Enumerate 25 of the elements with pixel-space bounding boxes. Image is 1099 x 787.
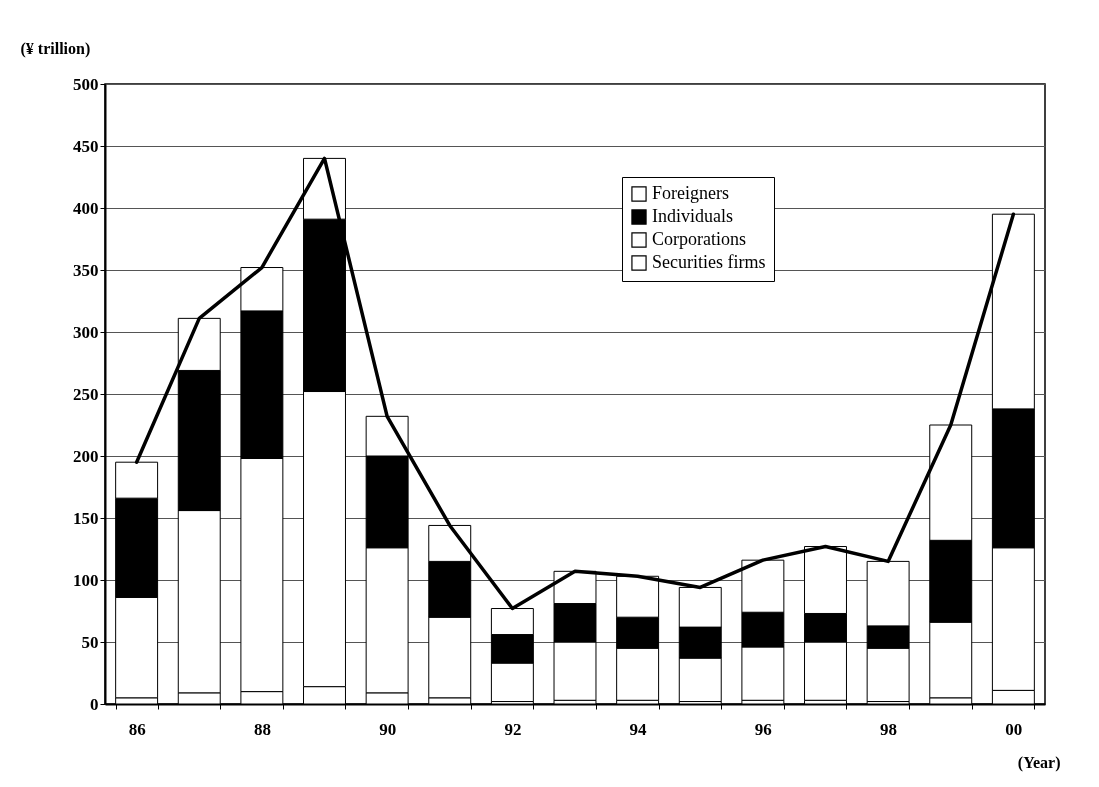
y-axis-title: (¥ trillion) xyxy=(20,39,91,58)
y-tick-label: 250 xyxy=(73,384,99,404)
x-axis-title: (Year) xyxy=(1017,753,1061,772)
x-tick-label: 86 xyxy=(128,719,146,739)
y-tick-label: 500 xyxy=(73,74,99,94)
x-tick-label: 96 xyxy=(754,719,772,739)
legend-label: Individuals xyxy=(652,206,733,226)
y-tick-label: 50 xyxy=(81,632,99,652)
x-tick-label: 00 xyxy=(1005,719,1023,739)
y-tick-label: 300 xyxy=(73,322,99,342)
x-tick-label: 90 xyxy=(379,719,397,739)
x-tick-label: 98 xyxy=(880,719,898,739)
y-tick-label: 350 xyxy=(73,260,99,280)
y-tick-label: 100 xyxy=(73,570,99,590)
y-tick-label: 400 xyxy=(73,198,99,218)
legend-label: Foreigners xyxy=(652,183,729,203)
x-tick-label: 92 xyxy=(504,719,522,739)
y-tick-label: 200 xyxy=(73,446,99,466)
x-tick-label: 88 xyxy=(253,719,271,739)
x-tick-label: 94 xyxy=(629,719,648,739)
y-tick-label: 0 xyxy=(90,694,99,714)
legend-label: Securities firms xyxy=(652,252,766,272)
legend-label: Corporations xyxy=(652,229,746,249)
y-tick-label: 150 xyxy=(73,508,99,528)
y-tick-label: 450 xyxy=(73,136,99,156)
